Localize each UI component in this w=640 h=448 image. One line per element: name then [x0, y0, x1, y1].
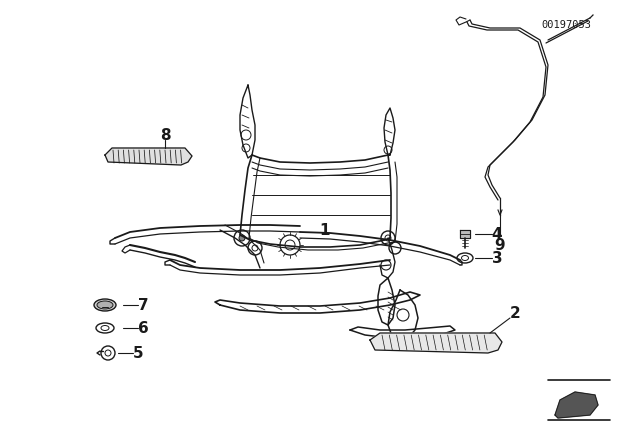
- Text: 1: 1: [320, 223, 330, 237]
- Text: 2: 2: [509, 306, 520, 320]
- Text: 7: 7: [138, 297, 148, 313]
- Polygon shape: [105, 148, 192, 165]
- Polygon shape: [370, 333, 502, 353]
- Text: 9: 9: [495, 237, 506, 253]
- Ellipse shape: [97, 301, 113, 309]
- Text: 4: 4: [492, 227, 502, 241]
- Polygon shape: [555, 392, 598, 418]
- Text: 8: 8: [160, 128, 170, 142]
- Text: 6: 6: [138, 320, 148, 336]
- Polygon shape: [460, 230, 470, 238]
- Text: 5: 5: [132, 345, 143, 361]
- Ellipse shape: [94, 299, 116, 311]
- Circle shape: [239, 235, 245, 241]
- Text: 3: 3: [492, 250, 502, 266]
- Text: 00197053: 00197053: [541, 20, 591, 30]
